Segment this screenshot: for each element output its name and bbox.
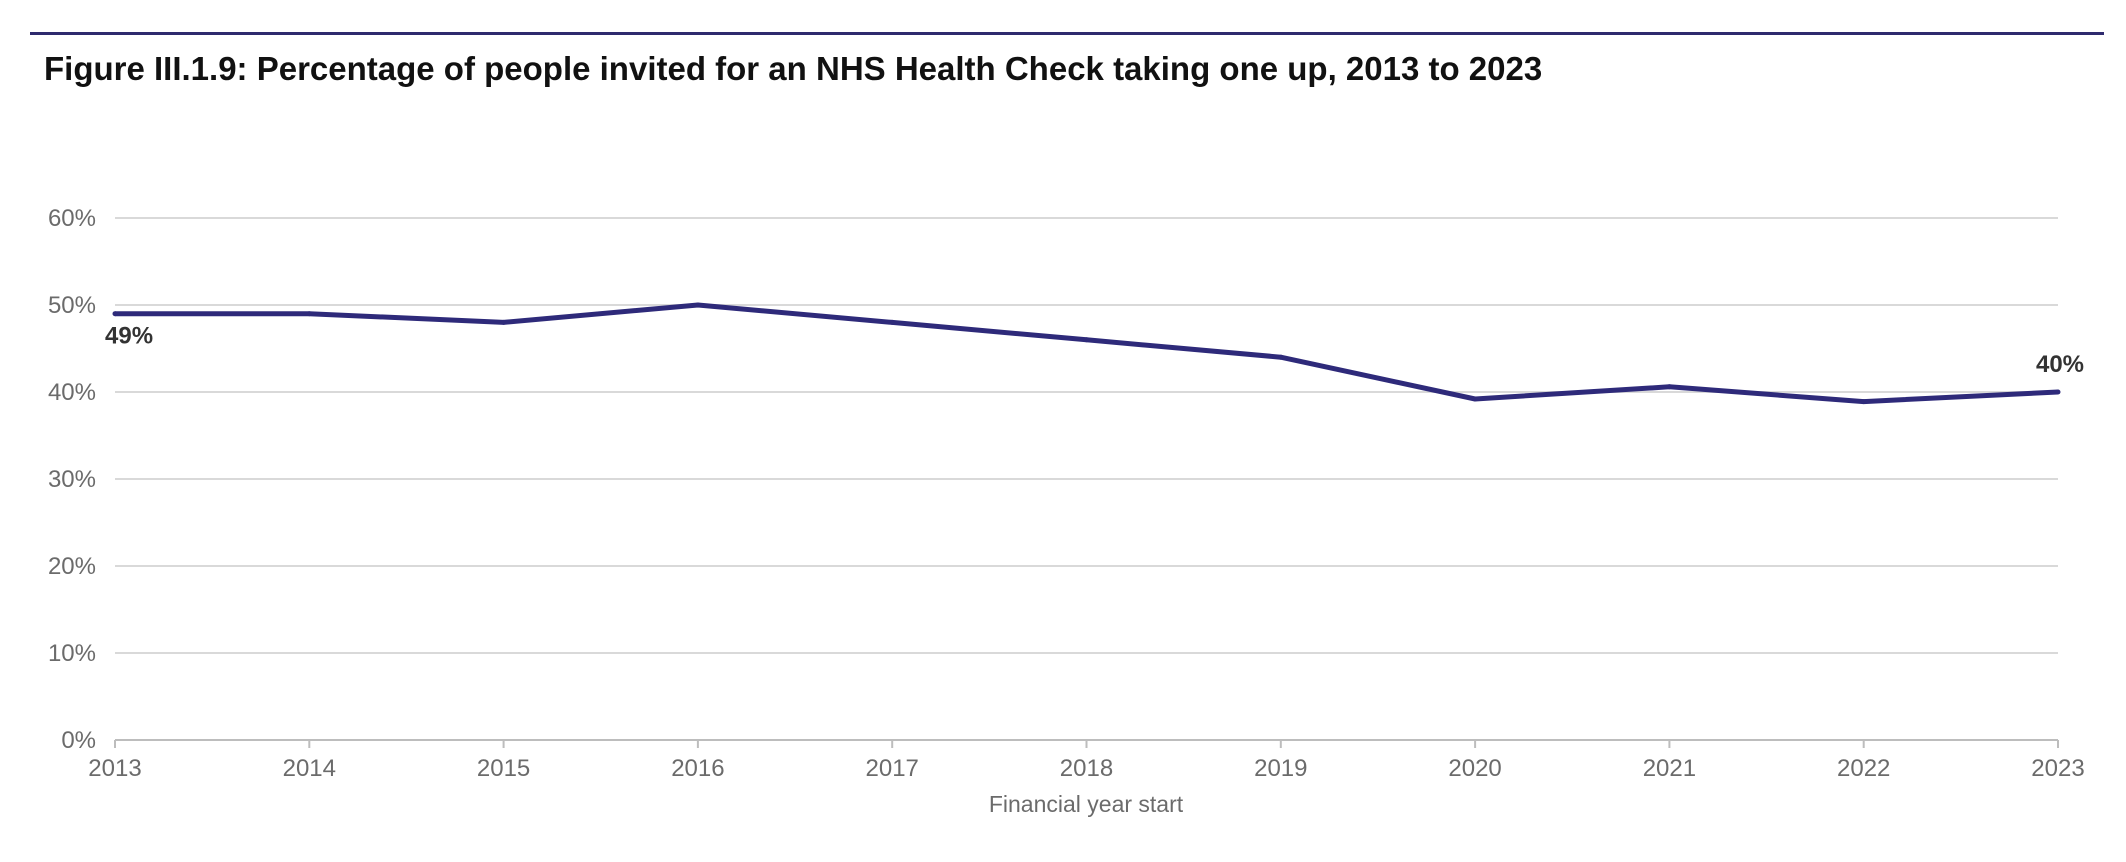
data-point [695, 302, 701, 308]
y-tick-label: 30% [48, 466, 96, 493]
data-point [1278, 354, 1284, 360]
x-tick-label: 2018 [1060, 755, 1113, 782]
y-tick-label: 20% [48, 553, 96, 580]
data-point [889, 319, 895, 325]
data-label: 49% [105, 323, 153, 350]
data-point [501, 319, 507, 325]
chart-title: Figure III.1.9: Percentage of people inv… [44, 50, 1543, 87]
y-tick-label: 40% [48, 379, 96, 406]
x-axis-title: Financial year start [989, 791, 1184, 817]
data-label: 40% [2036, 351, 2084, 378]
y-tick-label: 0% [61, 727, 96, 754]
data-point [1861, 399, 1867, 405]
x-tick-label: 2022 [1837, 755, 1890, 782]
data-point [112, 311, 118, 317]
y-tick-label: 10% [48, 640, 96, 667]
x-tick-label: 2013 [88, 755, 141, 782]
y-tick-label: 60% [48, 205, 96, 232]
x-tick-label: 2015 [477, 755, 530, 782]
x-tick-label: 2014 [283, 755, 336, 782]
data-point [2055, 389, 2061, 395]
data-point [1472, 396, 1478, 402]
y-tick-label: 50% [48, 292, 96, 319]
series-line [115, 302, 2059, 405]
data-point [1666, 384, 1672, 390]
x-tick-label: 2021 [1643, 755, 1696, 782]
data-point [1084, 337, 1089, 343]
data-point [306, 311, 312, 317]
top-rule [30, 32, 2104, 35]
x-tick-label: 2023 [2031, 755, 2084, 782]
x-tick-label: 2017 [866, 755, 919, 782]
x-tick-label: 2020 [1448, 755, 1501, 782]
x-tick-label: 2019 [1254, 755, 1307, 782]
x-tick-label: 2016 [671, 755, 724, 782]
